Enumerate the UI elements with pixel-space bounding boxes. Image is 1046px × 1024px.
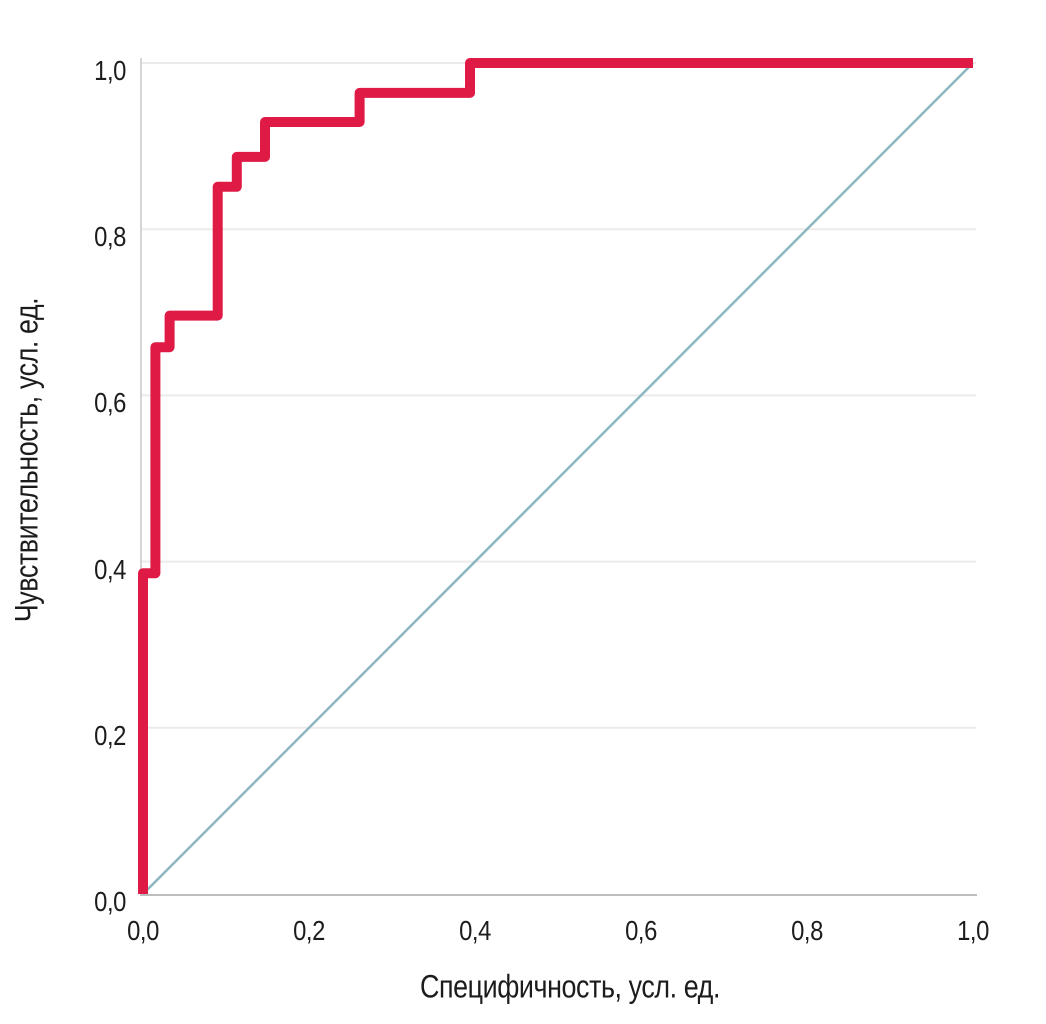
x-axis-title: Специфичность, усл. ед. xyxy=(420,968,720,1005)
x-tick-label: 0,2 xyxy=(293,915,325,946)
x-tick-label: 0,0 xyxy=(127,915,159,946)
x-tick-label: 0,8 xyxy=(791,915,823,946)
chance-diagonal-line xyxy=(142,62,974,895)
roc-curve-line xyxy=(138,58,973,894)
x-tick-label: 0,6 xyxy=(625,915,657,946)
y-axis-title: Чувствительность, усл. ед. xyxy=(8,297,45,623)
y-tick-label: 0,8 xyxy=(94,221,126,253)
y-tick-label: 0,0 xyxy=(94,886,126,917)
y-tick-label: 0,6 xyxy=(94,387,126,419)
y-tick-label: 0,4 xyxy=(94,553,126,585)
x-tick-label: 1,0 xyxy=(957,915,989,946)
y-tick-label: 0,2 xyxy=(94,719,126,751)
y-tick-label: 1,0 xyxy=(94,55,126,86)
x-tick-label: 0,4 xyxy=(459,915,491,946)
